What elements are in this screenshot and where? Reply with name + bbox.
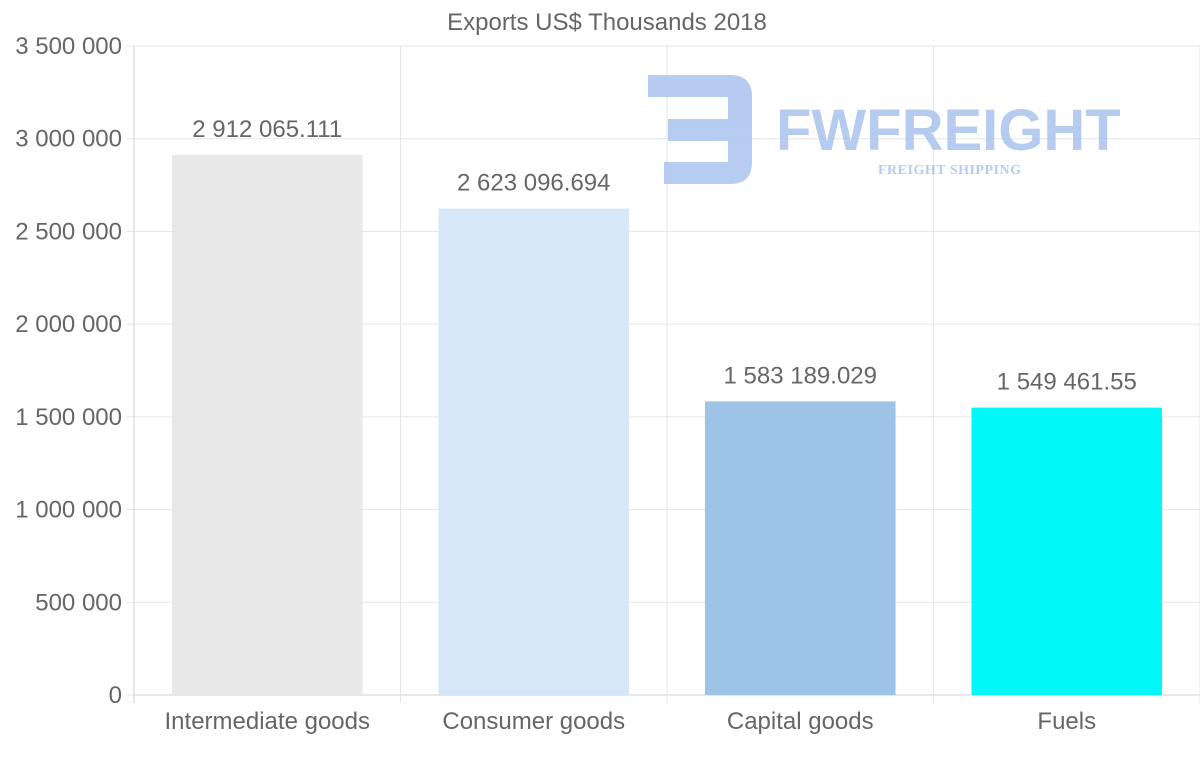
y-axis: 0 500 000 1 000 000 1 500 000 2 000 000 2 500…: [15, 33, 122, 709]
bar-value-label: 2 912 065.111: [192, 116, 342, 143]
x-tick-label: Consumer goods: [442, 708, 625, 735]
bar: [438, 208, 630, 696]
bar-value-label: 2 623 096.694: [457, 170, 610, 197]
x-tick-label: Capital goods: [727, 708, 874, 735]
y-tick-label: 500 000: [35, 589, 122, 616]
y-tick-label: 2 500 000: [15, 218, 122, 245]
y-tick-label: 3 000 000: [15, 126, 122, 153]
y-tick-label: 1 000 000: [15, 497, 122, 524]
chart-title: Exports US$ Thousands 2018: [447, 9, 767, 36]
bar: [971, 407, 1163, 695]
bar-value-label: 1 549 461.55: [997, 369, 1137, 396]
y-tick-label: 3 500 000: [15, 33, 122, 60]
y-tick-label: 1 500 000: [15, 404, 122, 431]
watermark-logo: FWFREIGHT FREIGHT SHIPPING: [648, 75, 1121, 184]
watermark-brand: FWFREIGHT: [776, 98, 1121, 163]
y-tick-label: 2 000 000: [15, 311, 122, 338]
watermark-tagline: FREIGHT SHIPPING: [878, 163, 1022, 178]
y-tick-label: 0: [109, 682, 122, 709]
bar: [171, 155, 363, 696]
bar-value-label: 1 583 189.029: [724, 362, 877, 389]
bar: [704, 401, 896, 695]
x-tick-label: Intermediate goods: [165, 708, 370, 735]
x-tick-label: Fuels: [1037, 708, 1096, 735]
labels-layer: 2 912 065.111 2 623 096.694 1 583 189.029 1…: [192, 116, 1137, 396]
fwfreight-logo-icon: [648, 75, 752, 184]
x-axis: Intermediate goods Consumer goods Capital …: [165, 708, 1097, 735]
bars-layer: [171, 155, 1163, 696]
